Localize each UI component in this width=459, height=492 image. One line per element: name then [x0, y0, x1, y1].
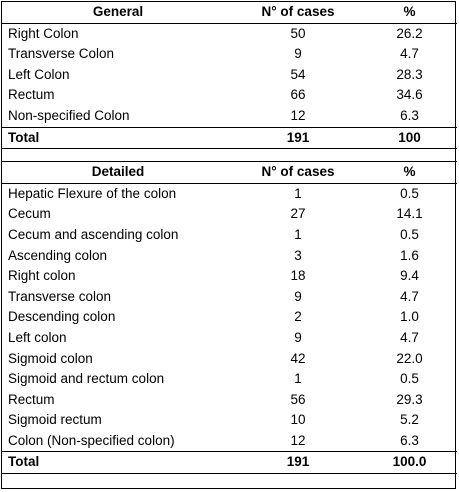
row-cases: 27 — [290, 206, 306, 222]
table-row: Rectum 66 34.6 — [2, 85, 457, 106]
table-body: General N° of cases % Right Colon 50 26.… — [2, 2, 457, 475]
row-label: Sigmoid colon — [8, 350, 93, 366]
row-percent: 1.6 — [400, 247, 419, 263]
row-percent: 0.5 — [400, 371, 419, 387]
row-cases: 54 — [290, 66, 306, 82]
row-percent: 22.0 — [396, 350, 423, 366]
detailed-header-label: Detailed — [2, 161, 234, 184]
row-cases: 12 — [290, 432, 306, 448]
row-label: Left colon — [8, 329, 67, 345]
row-percent: 0.5 — [400, 185, 419, 201]
row-cases: 66 — [290, 87, 306, 103]
detailed-header-row: Detailed N° of cases % — [2, 161, 457, 184]
row-percent: 14.1 — [396, 206, 423, 222]
row-percent: 4.7 — [400, 329, 419, 345]
table-row: Sigmoid rectum 10 5.2 — [2, 410, 457, 431]
row-label: Descending colon — [8, 309, 116, 325]
row-percent: 28.3 — [396, 66, 423, 82]
row-cases: 12 — [290, 107, 306, 123]
table-row: Transverse Colon 9 4.7 — [2, 44, 457, 65]
row-label: Colon (Non-specified colon) — [8, 432, 175, 448]
row-cases: 1 — [294, 185, 302, 201]
row-label: Left Colon — [8, 66, 70, 82]
general-total-row: Total 191 100 — [2, 126, 457, 150]
row-label: Sigmoid rectum — [8, 412, 102, 428]
table-row: Sigmoid colon 42 22.0 — [2, 349, 457, 370]
row-label: Transverse Colon — [8, 46, 115, 62]
table-row: Non-specified Colon 12 6.3 — [2, 106, 457, 127]
row-label: Cecum and ascending colon — [8, 226, 179, 242]
general-header-cases: N° of cases — [234, 2, 362, 24]
table-row: Cecum 27 14.1 — [2, 204, 457, 225]
table-row: Right colon 18 9.4 — [2, 266, 457, 287]
row-percent: 0.5 — [400, 226, 419, 242]
row-label: Non-specified Colon — [8, 107, 130, 123]
row-cases: 42 — [290, 350, 306, 366]
colon-location-table: General N° of cases % Right Colon 50 26.… — [2, 2, 457, 475]
row-percent: 4.7 — [400, 46, 419, 62]
row-percent: 4.7 — [400, 288, 419, 304]
row-cases: 1 — [294, 226, 302, 242]
row-percent: 9.4 — [400, 268, 419, 284]
table-row: Hepatic Flexure of the colon 1 0.5 — [2, 183, 457, 204]
row-percent: 34.6 — [396, 87, 423, 103]
total-percent: 100.0 — [362, 451, 457, 475]
row-label: Sigmoid and rectum colon — [8, 371, 165, 387]
row-label: Transverse colon — [8, 288, 112, 304]
row-cases: 56 — [290, 391, 306, 407]
total-cases: 191 — [234, 451, 362, 475]
detailed-header-percent: % — [362, 161, 457, 184]
general-header-row: General N° of cases % — [2, 2, 457, 24]
row-percent: 6.3 — [400, 107, 419, 123]
row-percent: 1.0 — [400, 309, 419, 325]
row-cases: 9 — [294, 329, 302, 345]
row-label: Right colon — [8, 268, 76, 284]
table-row: Colon (Non-specified colon) 12 6.3 — [2, 431, 457, 452]
row-label: Cecum — [8, 206, 51, 222]
table-row: Descending colon 2 1.0 — [2, 307, 457, 328]
row-cases: 9 — [294, 288, 302, 304]
section-spacer — [2, 148, 457, 163]
table-row: Left colon 9 4.7 — [2, 328, 457, 349]
row-label: Rectum — [8, 391, 55, 407]
general-header-percent: % — [362, 2, 457, 24]
total-label: Total — [2, 451, 234, 475]
row-cases: 2 — [294, 309, 302, 325]
row-percent: 6.3 — [400, 432, 419, 448]
table-row: Left Colon 54 28.3 — [2, 65, 457, 86]
row-percent: 26.2 — [396, 25, 423, 41]
row-cases: 10 — [290, 412, 306, 428]
row-cases: 18 — [290, 268, 306, 284]
row-label: Hepatic Flexure of the colon — [8, 185, 177, 201]
table-row: Ascending colon 3 1.6 — [2, 246, 457, 267]
total-label: Total — [2, 126, 234, 150]
detailed-total-row: Total 191 100.0 — [2, 451, 457, 475]
detailed-header-cases: N° of cases — [234, 161, 362, 184]
table-row: Cecum and ascending colon 1 0.5 — [2, 225, 457, 246]
general-header-label: General — [2, 2, 234, 24]
total-cases: 191 — [234, 126, 362, 150]
table-row: Sigmoid and rectum colon 1 0.5 — [2, 369, 457, 390]
row-cases: 50 — [290, 25, 306, 41]
table-row: Right Colon 50 26.2 — [2, 23, 457, 44]
table-row: Transverse colon 9 4.7 — [2, 287, 457, 308]
row-cases: 3 — [294, 247, 302, 263]
row-cases: 1 — [294, 371, 302, 387]
total-percent: 100 — [362, 126, 457, 150]
row-percent: 5.2 — [400, 412, 419, 428]
row-percent: 29.3 — [396, 391, 423, 407]
row-label: Ascending colon — [8, 247, 108, 263]
row-label: Right Colon — [8, 25, 79, 41]
table-row: Rectum 56 29.3 — [2, 390, 457, 411]
row-cases: 9 — [294, 46, 302, 62]
row-label: Rectum — [8, 87, 55, 103]
